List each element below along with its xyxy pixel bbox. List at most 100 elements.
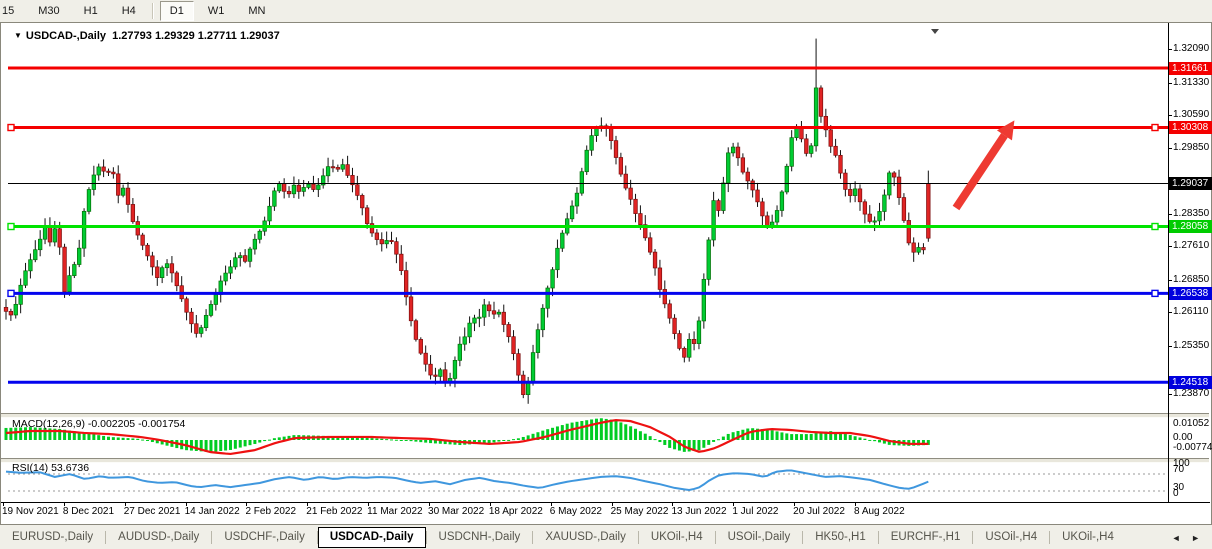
price-badge-1.31661: 1.31661 [1169, 61, 1212, 75]
tab-separator [211, 531, 213, 544]
macd-scale-label: -0.007744 [1173, 442, 1212, 453]
timeframe-toolbar: 15 M30 H1 H4 D1 W1 MN [0, 0, 1212, 23]
chart-tab-USOil-Daily[interactable]: USOil-,Daily [727, 531, 791, 543]
date-tick-label: 8 Aug 2022 [854, 506, 905, 517]
chart-tab-UKOil-H4[interactable]: UKOil-,H4 [1062, 531, 1114, 543]
macd-signal-line [5, 419, 929, 456]
line-handle[interactable] [7, 123, 15, 132]
line-handle[interactable] [7, 289, 15, 298]
tab-separator [802, 531, 804, 544]
date-tick-mark [550, 502, 552, 506]
chart-title: ▼ USDCAD-,Daily 1.27793 1.29329 1.27711 1… [14, 30, 280, 42]
rsi-line [5, 469, 929, 492]
price-tick-label: 1.32090 [1173, 43, 1210, 55]
chart-tab-AUDUSD-Daily[interactable]: AUDUSD-,Daily [118, 531, 200, 543]
price-tick-label: 1.29850 [1173, 141, 1210, 153]
line-handle[interactable] [1151, 222, 1159, 231]
candles-layer [3, 38, 931, 404]
tab-separator [972, 531, 974, 544]
date-tick-mark [185, 502, 187, 506]
timeframe-button-D1[interactable]: D1 [159, 1, 194, 21]
rsi-indicator-pane[interactable] [5, 461, 1168, 502]
price-tick-label: 1.23870 [1173, 388, 1210, 399]
macd-pane-divider[interactable] [1, 413, 1209, 418]
date-tick-label: 20 Jul 2022 [793, 506, 845, 517]
candlestick-chart[interactable] [3, 28, 1168, 414]
up-arrow-annotation[interactable] [952, 120, 1015, 211]
date-tick-label: 11 Mar 2022 [367, 506, 423, 517]
date-tick-label: 1 Jul 2022 [732, 506, 779, 517]
chart-tab-USOil-H4[interactable]: USOil-,H4 [985, 531, 1038, 543]
price-tick-label: 1.30590 [1173, 109, 1210, 121]
chart-ohlc-readout: 1.27793 1.29329 1.27711 1.29037 [112, 30, 280, 42]
chart-tab-UKOil-H4[interactable]: UKOil-,H4 [650, 531, 703, 543]
price-tick-label: 1.26850 [1173, 273, 1210, 285]
date-tick-label: 6 May 2022 [549, 506, 602, 517]
rsi-scale-label: 0 [1173, 488, 1179, 499]
rsi-pane-divider[interactable] [1, 458, 1209, 463]
timeframe-button-MN[interactable]: MN [248, 5, 266, 17]
date-tick-mark [307, 502, 309, 506]
line-handle[interactable] [1151, 289, 1159, 298]
price-tick-label: 1.31330 [1173, 76, 1210, 88]
price-tick-mark [1168, 49, 1172, 51]
date-tick-mark [63, 502, 65, 506]
date-tick-label: 13 Jun 2022 [671, 506, 727, 517]
chart-tab-USDCNH-Daily[interactable]: USDCNH-,Daily [438, 531, 521, 543]
date-tick-mark [672, 502, 674, 506]
chart-tab-HK50-H1[interactable]: HK50-,H1 [815, 531, 866, 543]
price-tick-mark [1168, 246, 1172, 248]
date-tick-mark [611, 502, 613, 506]
chart-tab-USDCHF-Daily[interactable]: USDCHF-,Daily [224, 531, 305, 543]
timeframe-button-H1[interactable]: H1 [83, 5, 98, 17]
rsi-scale-label: 100 [1173, 458, 1190, 469]
timeframe-button-M30[interactable]: M30 [38, 5, 60, 17]
price-tick-mark [1168, 82, 1172, 84]
chart-tab-XAUUSD-Daily[interactable]: XAUUSD-,Daily [545, 531, 626, 543]
tab-scroll-arrows[interactable]: ◄ ► [1171, 532, 1204, 543]
date-tick-label: 8 Dec 2021 [62, 506, 115, 517]
chart-tab-EURUSD-Daily[interactable]: EURUSD-,Daily [12, 531, 94, 543]
date-tick-label: 19 Nov 2021 [2, 506, 59, 517]
horizontal-lines-layer [7, 66, 1168, 384]
date-tick-label: 14 Jan 2022 [184, 506, 240, 517]
price-tick-label: 1.28350 [1173, 207, 1210, 219]
date-tick-mark [733, 502, 735, 506]
chart-tab-USDCAD-Daily[interactable]: USDCAD-,Daily [317, 527, 426, 548]
price-tick-mark [1168, 147, 1172, 149]
price-badge-1.29037: 1.29037 [1169, 176, 1212, 190]
date-tick-label: 30 Mar 2022 [428, 506, 485, 517]
date-tick-label: 21 Feb 2022 [306, 506, 363, 517]
price-tick-label: 1.26110 [1173, 306, 1209, 318]
price-tick-mark [1168, 345, 1172, 347]
date-tick-mark [794, 502, 796, 506]
price-tick-label: 1.25350 [1173, 339, 1210, 351]
symbol-dropdown-icon[interactable]: ▼ [14, 31, 22, 40]
tab-separator [532, 531, 534, 544]
line-handle[interactable] [1151, 123, 1159, 132]
timeframe-button-W1[interactable]: W1 [207, 5, 225, 17]
chart-tab-EURCHF-H1[interactable]: EURCHF-,H1 [890, 531, 961, 543]
tab-separator [637, 531, 639, 544]
tab-separator [877, 531, 879, 544]
line-handle[interactable] [7, 222, 15, 231]
date-tick-label: 2 Feb 2022 [245, 506, 297, 517]
timeframe-button-15[interactable]: 15 [2, 5, 15, 17]
rsi-scale-label: 70 [1173, 464, 1185, 475]
timeframe-button-H4[interactable]: H4 [121, 5, 136, 17]
price-axis-separator [1168, 23, 1169, 502]
tab-separator [714, 531, 716, 544]
rsi-scale-label: 30 [1173, 482, 1185, 493]
price-tick-mark [1168, 394, 1172, 395]
macd-scale-label: 0.00 [1173, 432, 1193, 443]
date-tick-mark [429, 502, 431, 506]
tab-separator [425, 531, 427, 544]
macd-indicator-pane[interactable] [4, 416, 1168, 459]
chart-symbol-label: USDCAD-,Daily [25, 30, 106, 42]
chart-shift-marker-icon[interactable] [931, 29, 939, 34]
price-tick-mark [1168, 213, 1172, 215]
date-tick-mark [855, 502, 857, 506]
tab-separator [316, 531, 318, 544]
time-axis-separator [1, 502, 1210, 503]
